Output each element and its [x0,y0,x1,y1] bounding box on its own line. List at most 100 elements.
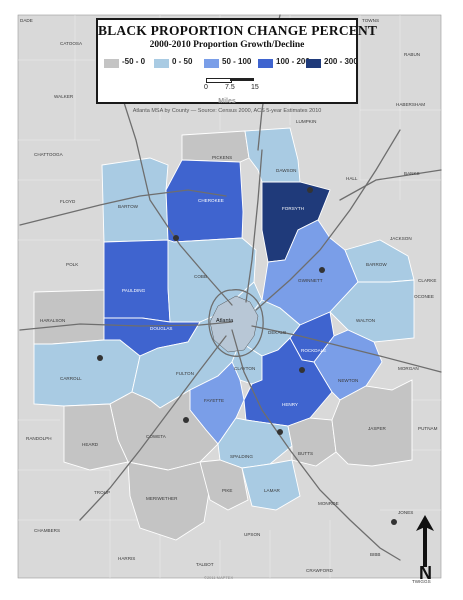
highway-shields [97,187,397,525]
label-dekalb: DEKALB [268,330,286,335]
county-paulding [103,239,171,323]
label-jones: JONES [398,510,413,515]
label-crawford: CRAWFORD [306,568,334,573]
label-douglas: DOUGLAS [150,326,172,331]
legend-label-100-200: 100 - 200 [276,57,310,66]
label-cobb: COBB [194,274,207,279]
atlanta-city-area [209,295,259,353]
label-walton: WALTON [356,318,375,323]
label-upson: UPSON [244,532,260,537]
highway-i75-south [231,329,401,561]
shield-i85-south [183,417,189,423]
label-heard: HEARD [82,442,99,447]
label-coweta: COWETA [146,434,167,439]
county-haralson [33,289,105,345]
label-fayette: FAYETTE [204,398,224,403]
legend-swatch-0-50 [154,59,169,68]
label-meriwether: MERIWETHER [146,496,178,501]
highway-i75-north [119,89,233,306]
label-fulton: FULTON [176,371,194,376]
county-jasper [331,379,413,467]
highway-ga400 [245,149,263,303]
label-jackson: JACKSON [390,236,412,241]
label-clarke: CLARKE [418,278,436,283]
highway-i285 [208,289,264,357]
map-frame [17,14,442,579]
legend-swatch-decline [104,59,119,68]
label-dade: DADE [20,18,33,23]
county-labels: DADE CATOOSA WALKER CHATTOOGA FLOYD POLK… [20,18,438,584]
label-cherokee: CHEROKEE [198,198,224,203]
legend-title: BLACK PROPORTION CHANGE PERCENT [98,23,378,38]
label-spalding: SPALDING [230,454,253,459]
scale-bar-segment-2 [230,78,254,81]
label-banks: BANKS [404,171,420,176]
legend-source: Atlanta MSA by County — Source: Census 2… [132,108,322,114]
label-bibb: BIBB [370,552,380,557]
label-morgan: MORGAN [398,366,419,371]
north-letter: N [419,563,432,581]
legend-subtitle: 2000-2010 Proportion Growth/Decline [149,40,305,50]
legend-classes: -50 - 0 0 - 50 50 - 100 100 - 200 200 - … [98,57,358,70]
shield-us27 [97,355,103,361]
label-pike: PIKE [222,488,232,493]
scale-label-start: 0 [204,84,208,91]
label-dawson: DAWSON [276,168,297,173]
label-clayton: CLAYTON [234,366,255,371]
scale-bar-segment-1 [206,78,232,83]
label-floyd: FLOYD [60,199,76,204]
label-catoosa: CATOOSA [60,41,83,46]
shield-i75-south [277,429,283,435]
legend-swatch-100-200 [258,59,273,68]
label-oconee: OCONEE [414,294,434,299]
copyright-text: ©2011 MAPTEX [204,575,234,580]
label-lumpkin: LUMPKIN [296,119,316,124]
shield-ga400 [307,187,313,193]
shield-i85 [319,267,325,273]
label-hall: HALL [346,176,358,181]
legend-label-decline: -50 - 0 [122,57,146,66]
scale-label-end: 15 [251,84,259,91]
label-walker: WALKER [54,94,74,99]
legend-label-50-100: 50 - 100 [222,57,252,66]
label-chattooga: CHATTOOGA [34,152,64,157]
highway-i85-south [79,335,227,521]
msa-counties [33,127,415,541]
legend-swatch-200-300 [306,59,321,68]
label-rabun: RABUN [404,52,420,57]
label-habersham: HABERSHAM [396,102,425,107]
county-newton [313,329,383,401]
highway-us129 [339,169,442,201]
label-monroe: MONROE [318,501,339,506]
county-pike [199,459,249,511]
label-lamar: LAMAR [264,488,281,493]
label-forsyth: FORSYTH [282,206,304,211]
label-atlanta: Atlanta [216,318,234,324]
county-lamar [241,459,301,511]
shield-i75 [173,235,179,241]
highway-i20-east [251,325,442,373]
label-carroll: CARROLL [60,376,82,381]
label-gwinnett: GWINNETT [298,278,323,283]
label-haralson: HARALSON [40,318,65,323]
label-rockdale: ROCKDALE [301,348,326,353]
legend-label-200-300: 200 - 300 [324,57,358,66]
label-talbot: TALBOT [196,562,214,567]
label-newton: NEWTON [338,378,358,383]
highway-i85-north [255,129,401,311]
highways [19,14,442,561]
label-towns: TOWNS [362,18,379,23]
label-jasper: JASPER [368,426,387,431]
county-butts [287,417,337,467]
label-barrow: BARROW [366,262,387,267]
county-bartow [101,157,169,243]
label-henry: HENRY [282,402,298,407]
label-harris: HARRIS [118,556,135,561]
label-polk: POLK [66,262,79,267]
scale-label-mid: 7.5 [225,84,235,91]
legend-label-0-50: 0 - 50 [172,57,193,66]
label-putnam: PUTNAM [418,426,438,431]
label-paulding: PAULDING [122,288,146,293]
